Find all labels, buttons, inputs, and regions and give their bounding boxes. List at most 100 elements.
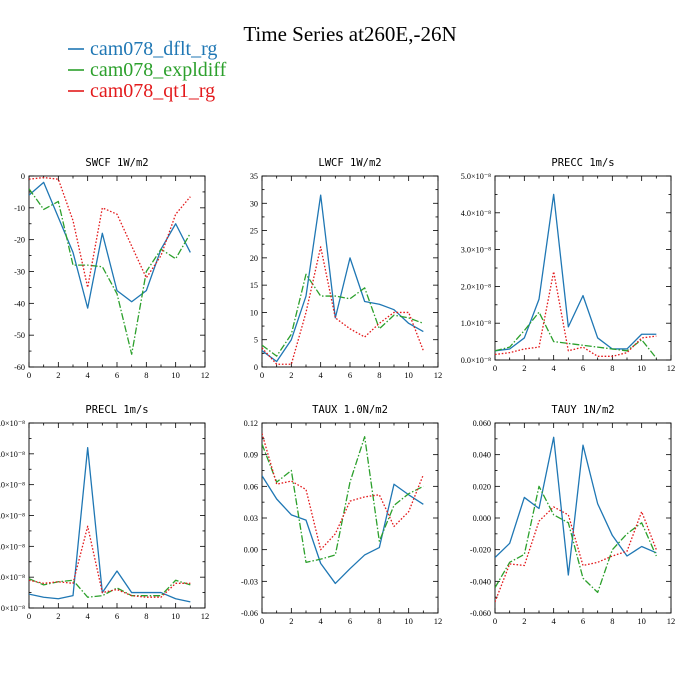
x-tick-label: 0 (27, 370, 31, 380)
series-line-cam078_qt1_rg (495, 506, 657, 603)
series-line-cam078_qt1_rg (495, 271, 657, 357)
series-group (495, 193, 657, 359)
y-tick-label: 0.00 (244, 546, 258, 555)
x-tick-label: 8 (610, 363, 614, 373)
y-tick-label: -60 (14, 363, 25, 372)
panel-title: PRECC 1m/s (551, 157, 614, 169)
y-tick-label: 2.0×10⁻⁸ (0, 542, 25, 551)
y-tick-label: 0.0×10⁻⁸ (461, 356, 491, 365)
legend-label: cam078_qt1_rg (90, 80, 215, 102)
y-tick-label: -20 (14, 236, 25, 245)
x-tick-label: 2 (289, 370, 293, 380)
y-tick-label: 4.0×10⁻⁸ (0, 481, 25, 490)
x-tick-label: 12 (201, 370, 210, 380)
y-tick-label: 5.0×10⁻⁸ (0, 450, 25, 459)
series-line-cam078_dflt_rg (262, 194, 424, 363)
x-tick-label: 8 (144, 370, 148, 380)
x-tick-label: 4 (86, 370, 91, 380)
series-line-cam078_qt1_rg (262, 246, 424, 365)
series-line-cam078_dflt_rg (262, 475, 424, 585)
x-tick-label: 10 (637, 616, 646, 626)
y-tick-label: 25 (250, 227, 258, 236)
x-tick-label: 2 (289, 616, 293, 626)
series-group (262, 433, 424, 585)
y-tick-label: 0.020 (473, 482, 491, 491)
panel: TAUX 1.0N/m2 0 2 4 6 8 10 12 -0.06 -0.03 0.00 0.03 0… (241, 404, 442, 626)
y-tick-label: 35 (250, 172, 258, 181)
series-line-cam078_dflt_rg (29, 181, 191, 309)
x-tick-label: 12 (434, 616, 443, 626)
y-tick-label: 6.0×10⁻⁸ (0, 419, 25, 428)
x-tick-label: 0 (493, 363, 497, 373)
x-tick-label: 10 (171, 611, 180, 621)
series-line-cam078_expldiff (262, 273, 424, 357)
x-tick-label: 4 (552, 616, 557, 626)
x-tick-label: 8 (377, 616, 381, 626)
x-tick-label: 6 (115, 611, 119, 621)
panel: PRECL 1m/s 0 2 4 6 8 10 12 0×10⁻⁸ 1.0×10⁻⁸ 2.0×10⁻… (0, 404, 209, 621)
series-line-cam078_dflt_rg (29, 447, 191, 603)
y-tick-label: 30 (250, 199, 258, 208)
panel-title: TAUX 1.0N/m2 (312, 404, 388, 416)
legend-label: cam078_dflt_rg (90, 38, 217, 60)
series-group (29, 447, 191, 603)
panel-title: LWCF 1W/m2 (318, 157, 381, 169)
y-tick-label: -30 (14, 268, 25, 277)
panel-title: PRECL 1m/s (85, 404, 148, 416)
x-tick-label: 4 (319, 370, 324, 380)
x-tick-label: 6 (348, 616, 352, 626)
x-tick-label: 2 (56, 370, 60, 380)
y-tick-label: 0.09 (244, 451, 258, 460)
x-tick-label: 2 (56, 611, 60, 621)
y-tick-label: -0.020 (470, 546, 491, 555)
legend-label: cam078_expldiff (90, 59, 227, 81)
y-tick-label: -0.040 (470, 577, 491, 586)
x-tick-label: 12 (667, 616, 676, 626)
y-tick-label: 0.000 (473, 514, 491, 523)
panel-title: TAUY 1N/m2 (551, 404, 614, 416)
y-tick-label: 5 (254, 336, 258, 345)
x-tick-label: 2 (522, 616, 526, 626)
y-tick-label: 0.12 (244, 419, 258, 428)
x-tick-label: 8 (610, 616, 614, 626)
y-tick-label: -50 (14, 331, 25, 340)
plot-frame (494, 175, 672, 361)
panel: PRECC 1m/s 0 2 4 6 8 10 12 0.0×10⁻⁸ 1.0×10⁻⁸ 2.0×1… (461, 157, 675, 373)
y-tick-label: 1.0×10⁻⁸ (461, 319, 491, 328)
x-tick-label: 10 (171, 370, 180, 380)
x-tick-label: 0 (260, 370, 264, 380)
y-tick-label: 3.0×10⁻⁸ (0, 512, 25, 521)
y-tick-label: 0.06 (244, 482, 258, 491)
y-tick-label: 0.03 (244, 514, 258, 523)
x-tick-label: 8 (377, 370, 381, 380)
series-line-cam078_expldiff (262, 436, 424, 563)
y-tick-label: 3.0×10⁻⁸ (461, 246, 491, 255)
plot-frame (494, 422, 672, 614)
y-tick-label: 4.0×10⁻⁸ (461, 209, 491, 218)
y-tick-label: 0×10⁻⁸ (1, 604, 25, 613)
x-tick-label: 2 (522, 363, 526, 373)
panel: SWCF 1W/m2 0 2 4 6 8 10 12 -60 -50 -40 -30 -20 -10 0 (14, 157, 209, 380)
series-group (29, 176, 191, 355)
x-tick-label: 12 (434, 370, 443, 380)
series-line-cam078_qt1_rg (29, 176, 191, 289)
y-tick-label: -0.06 (241, 609, 258, 618)
x-tick-label: 4 (319, 616, 324, 626)
y-tick-label: 10 (250, 308, 258, 317)
series-line-cam078_dflt_rg (495, 193, 657, 352)
series-line-cam078_expldiff (495, 311, 657, 359)
y-tick-label: 0.040 (473, 451, 491, 460)
y-tick-label: -40 (14, 299, 25, 308)
x-tick-label: 6 (348, 370, 352, 380)
series-line-cam078_qt1_rg (29, 525, 191, 598)
y-tick-label: 15 (250, 281, 258, 290)
x-tick-label: 0 (260, 616, 264, 626)
x-tick-label: 6 (115, 370, 119, 380)
plot-frame (28, 422, 206, 609)
legend: cam078_dflt_rgcam078_expldiffcam078_qt1_… (68, 38, 227, 102)
y-tick-label: 20 (250, 254, 258, 263)
x-tick-label: 0 (493, 616, 497, 626)
x-tick-label: 10 (404, 616, 413, 626)
x-tick-label: 6 (581, 363, 585, 373)
